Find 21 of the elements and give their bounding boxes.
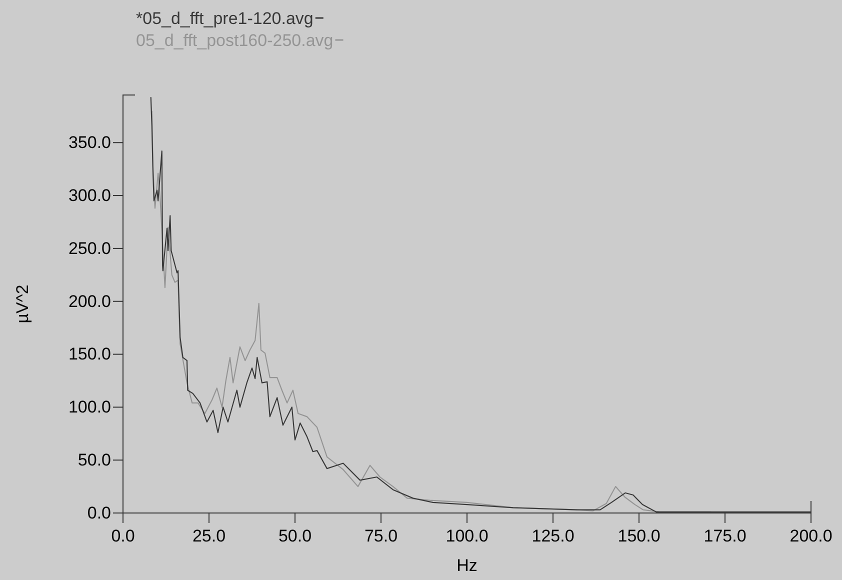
y-tick-label: 350.0: [68, 133, 111, 152]
x-tick-label: 25.0: [192, 526, 226, 546]
y-tick-label: 300.0: [68, 186, 111, 205]
y-tick-label: 100.0: [68, 398, 111, 417]
y-tick-label: 50.0: [78, 450, 111, 470]
x-tick-label: 150.0: [618, 526, 660, 546]
x-tick-label: 100.0: [446, 526, 488, 546]
legend-label: *05_d_fft_pre1-120.avg: [136, 9, 314, 28]
x-tick-label: 0.0: [111, 526, 135, 546]
x-tick-label: 125.0: [532, 526, 574, 546]
legend-label: 05_d_fft_post160-250.avg: [136, 31, 334, 50]
y-axis-title: µV^2: [13, 284, 32, 324]
y-tick-label: 200.0: [68, 292, 111, 311]
x-tick-label: 75.0: [364, 526, 398, 546]
x-tick-label: 200.0: [790, 526, 832, 546]
x-tick-label: 175.0: [704, 526, 746, 546]
y-tick-label: 0.0: [87, 503, 111, 522]
x-axis-title: Hz: [456, 556, 478, 575]
y-tick-label: 150.0: [68, 344, 111, 364]
x-tick-label: 50.0: [278, 526, 312, 546]
y-tick-label: 250.0: [68, 238, 111, 258]
